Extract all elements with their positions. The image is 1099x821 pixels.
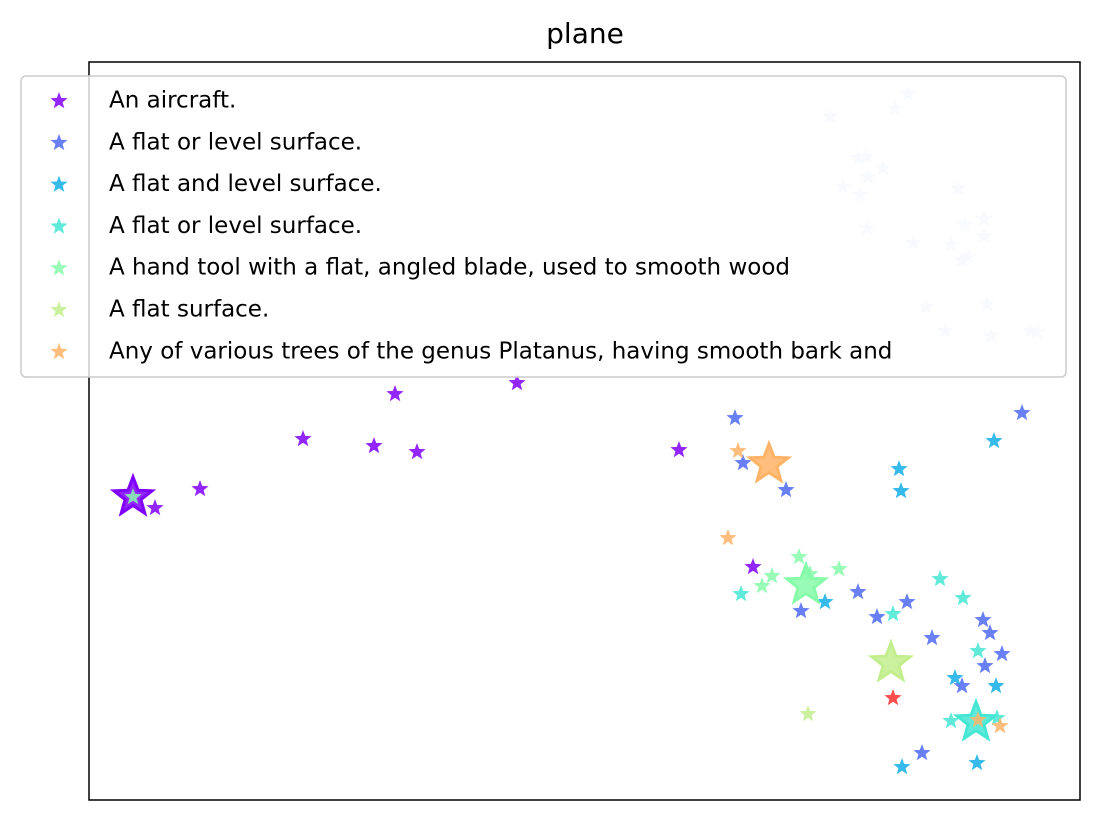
data-point (777, 481, 795, 498)
data-point (898, 593, 916, 610)
legend: An aircraft. A flat or level surface. A fl… (20, 75, 1067, 378)
legend-label: A hand tool with a flat, angled blade, u… (109, 255, 790, 281)
data-point (790, 548, 808, 565)
data-point (386, 385, 404, 402)
data-point (816, 593, 834, 610)
legend-label: An aircraft. (109, 88, 236, 114)
data-point (985, 432, 1003, 449)
data-point (946, 669, 964, 686)
data-point (732, 585, 750, 602)
data-point (792, 602, 810, 619)
data-point (913, 744, 931, 761)
legend-label: A flat and level surface. (109, 171, 382, 197)
data-point (892, 482, 910, 499)
data-point (931, 570, 949, 587)
data-point (884, 689, 902, 706)
data-point (719, 529, 737, 546)
data-point (294, 430, 312, 447)
data-point (969, 711, 987, 728)
data-point (942, 712, 960, 729)
data-point (830, 560, 848, 577)
data-point (953, 677, 971, 694)
data-point (968, 754, 986, 771)
data-point (782, 560, 830, 605)
legend-label: A flat or level surface. (109, 213, 362, 239)
data-point (753, 577, 771, 594)
legend-label: A flat or level surface. (109, 129, 362, 155)
data-point (365, 437, 383, 454)
legend-marker (50, 133, 68, 151)
data-point (849, 583, 867, 600)
data-point (744, 558, 762, 575)
data-point (868, 608, 886, 625)
data-point (408, 443, 426, 460)
data-point (988, 709, 1006, 726)
data-point (124, 488, 142, 505)
legend-marker (50, 175, 68, 192)
data-point (974, 611, 992, 628)
data-point (976, 657, 994, 674)
data-point (954, 589, 972, 606)
legend-label: Any of various trees of the genus Platan… (109, 338, 892, 364)
data-point (969, 642, 987, 659)
data-point (734, 454, 752, 471)
data-point (729, 442, 747, 459)
legend-marker (50, 342, 68, 360)
data-point (890, 460, 908, 477)
data-point (884, 605, 902, 622)
data-point (981, 624, 999, 641)
data-point (191, 480, 209, 497)
data-point (670, 441, 688, 458)
data-point (893, 758, 911, 775)
legend-box (20, 75, 1067, 378)
legend-marker (50, 259, 68, 276)
data-point (146, 499, 164, 516)
legend-marker (50, 217, 68, 234)
legend-label: A flat surface. (109, 297, 269, 323)
legend-marker (50, 301, 68, 318)
chart-title: plane (546, 17, 624, 50)
data-point (987, 677, 1005, 694)
data-point (991, 717, 1009, 734)
data-point (1013, 404, 1031, 421)
data-point (993, 645, 1011, 662)
data-point (726, 409, 744, 426)
legend-marker (50, 92, 68, 109)
data-point (799, 705, 817, 722)
data-point (763, 567, 781, 584)
data-point (867, 638, 915, 683)
data-point (923, 629, 941, 646)
data-point (745, 439, 793, 484)
plot-frame (88, 61, 1081, 801)
data-point (508, 374, 526, 391)
